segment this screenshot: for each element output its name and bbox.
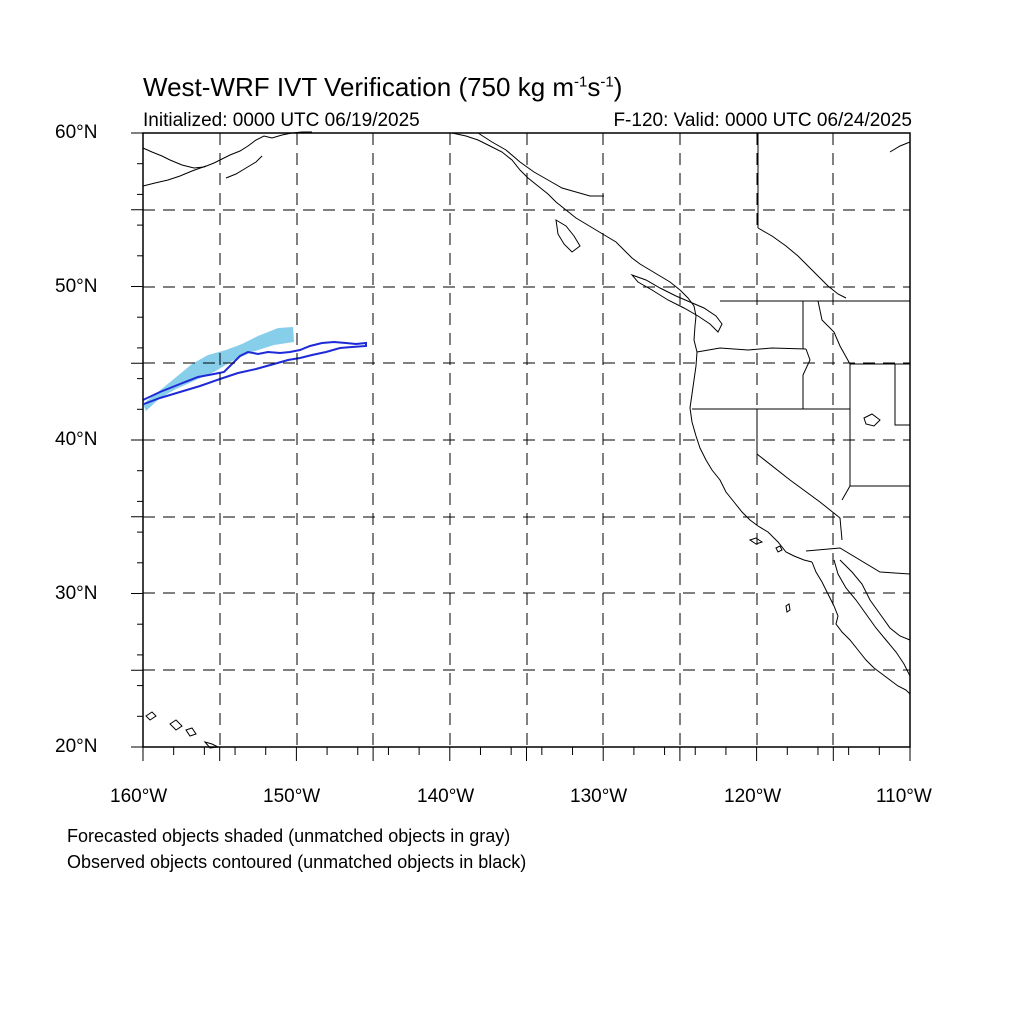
observed-object-contour — [142, 340, 367, 405]
lat-label-40: 40°N — [55, 429, 98, 450]
lon-label-120w: 120°W — [724, 786, 782, 807]
lon-label-150w: 150°W — [263, 786, 321, 807]
initialized-time: Initialized: 0000 UTC 06/19/2025 — [143, 110, 420, 131]
coastlines — [142, 131, 911, 749]
lon-label-110w: 110°W — [876, 786, 932, 807]
gridlines — [143, 133, 910, 747]
lat-label-50: 50°N — [55, 276, 98, 297]
political-boundaries — [692, 133, 911, 575]
valid-time: F-120: Valid: 0000 UTC 06/24/2025 — [613, 110, 912, 131]
lon-label-160w: 160°W — [110, 786, 168, 807]
forecast-object — [143, 327, 294, 411]
lat-label-60: 60°N — [55, 122, 98, 143]
axis-ticks — [131, 132, 911, 761]
lat-label-30: 30°N — [55, 583, 98, 604]
forecast-note: Forecasted objects shaded (unmatched obj… — [67, 826, 511, 846]
observed-note: Observed objects contoured (unmatched ob… — [67, 852, 527, 872]
lat-label-20: 20°N — [55, 736, 98, 757]
map-title: West-WRF IVT Verification (750 kg m-1s-1… — [143, 72, 623, 102]
lon-label-130w: 130°W — [570, 786, 628, 807]
lon-label-140w: 140°W — [417, 786, 475, 807]
